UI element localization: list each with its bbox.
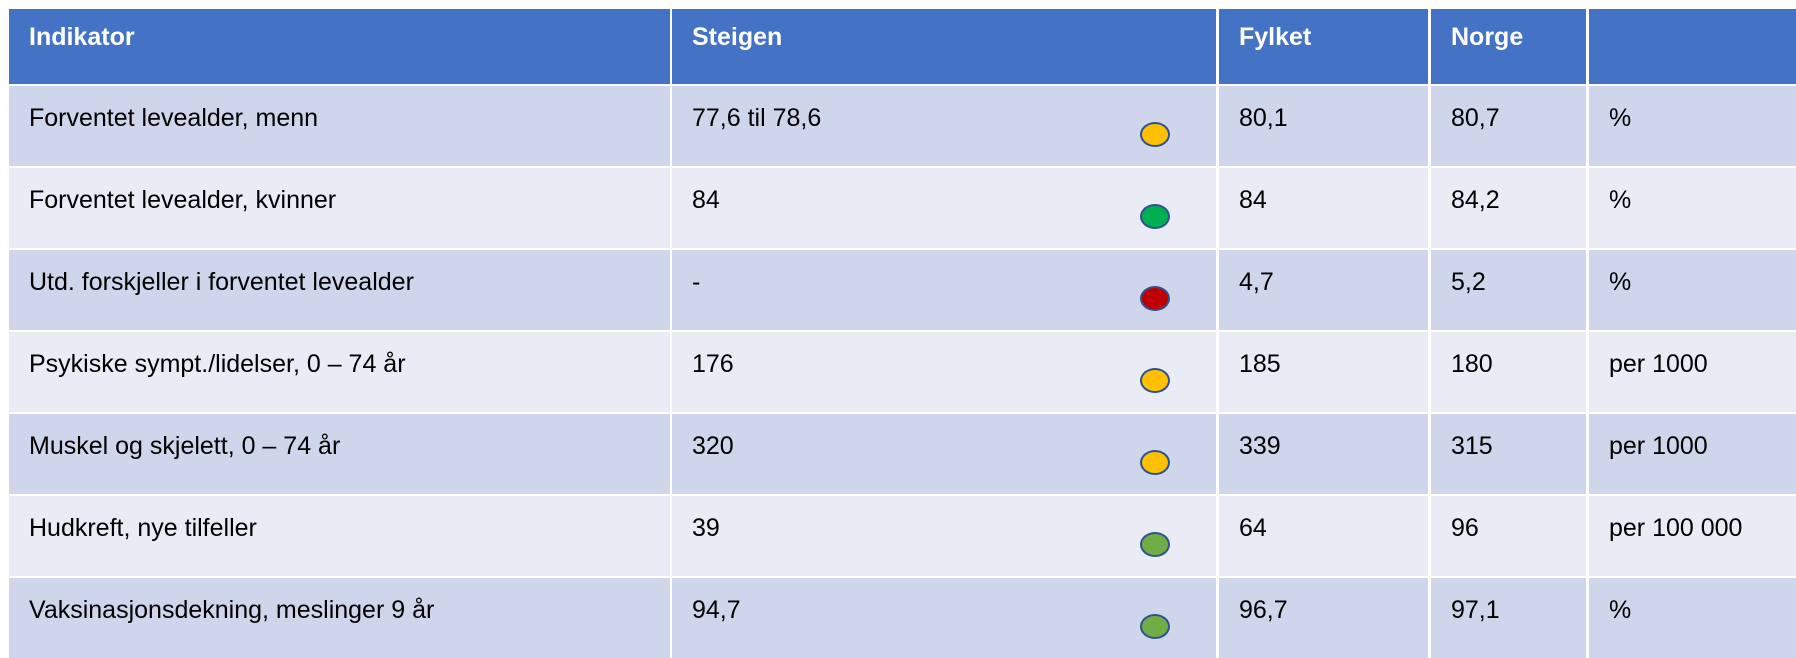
table-cell: Utd. forskjeller i forventet levealder	[9, 250, 670, 330]
header-cell: Norge	[1431, 9, 1586, 84]
table-cell: Forventet levealder, menn	[9, 86, 670, 166]
header-cell: Steigen	[672, 9, 1216, 84]
table-cell: %	[1589, 86, 1796, 166]
table-cell: 94,7	[672, 578, 1216, 658]
table-cell: 176	[672, 332, 1216, 412]
status-dot	[1140, 450, 1170, 475]
table-cell: 97,1	[1431, 578, 1586, 658]
table-cell: 39	[672, 496, 1216, 576]
status-dot	[1140, 122, 1170, 147]
table-cell: per 100 000	[1589, 496, 1796, 576]
status-dot	[1140, 204, 1170, 229]
table-cell: 185	[1219, 332, 1428, 412]
status-dot	[1140, 286, 1170, 311]
table-cell: 96	[1431, 496, 1586, 576]
table-cell: 64	[1219, 496, 1428, 576]
table-cell: %	[1589, 578, 1796, 658]
header-cell: Indikator	[9, 9, 670, 84]
table-cell: 315	[1431, 414, 1586, 494]
table-cell: 180	[1431, 332, 1586, 412]
header-cell-empty	[1589, 9, 1796, 84]
table-cell: 80,7	[1431, 86, 1586, 166]
table-cell: Psykiske sympt./lidelser, 0 – 74 år	[9, 332, 670, 412]
header-cell: Fylket	[1219, 9, 1428, 84]
table-cell: 84,2	[1431, 168, 1586, 248]
table-cell: per 1000	[1589, 414, 1796, 494]
status-dot	[1140, 368, 1170, 393]
table-cell: %	[1589, 250, 1796, 330]
table-cell: 77,6 til 78,6	[672, 86, 1216, 166]
status-dot	[1140, 532, 1170, 557]
status-dot	[1140, 614, 1170, 639]
table-cell: 84	[1219, 168, 1428, 248]
table-cell: 84	[672, 168, 1216, 248]
table-cell: 320	[672, 414, 1216, 494]
table-cell: 80,1	[1219, 86, 1428, 166]
table-cell: Vaksinasjonsdekning, meslinger 9 år	[9, 578, 670, 658]
table-cell: Muskel og skjelett, 0 – 74 år	[9, 414, 670, 494]
table-cell: per 1000	[1589, 332, 1796, 412]
table-cell: -	[672, 250, 1216, 330]
table-cell: Forventet levealder, kvinner	[9, 168, 670, 248]
table-cell: Hudkreft, nye tilfeller	[9, 496, 670, 576]
table-cell: 5,2	[1431, 250, 1586, 330]
table-cell: 339	[1219, 414, 1428, 494]
table-cell: 96,7	[1219, 578, 1428, 658]
table-cell: %	[1589, 168, 1796, 248]
table-cell: 4,7	[1219, 250, 1428, 330]
